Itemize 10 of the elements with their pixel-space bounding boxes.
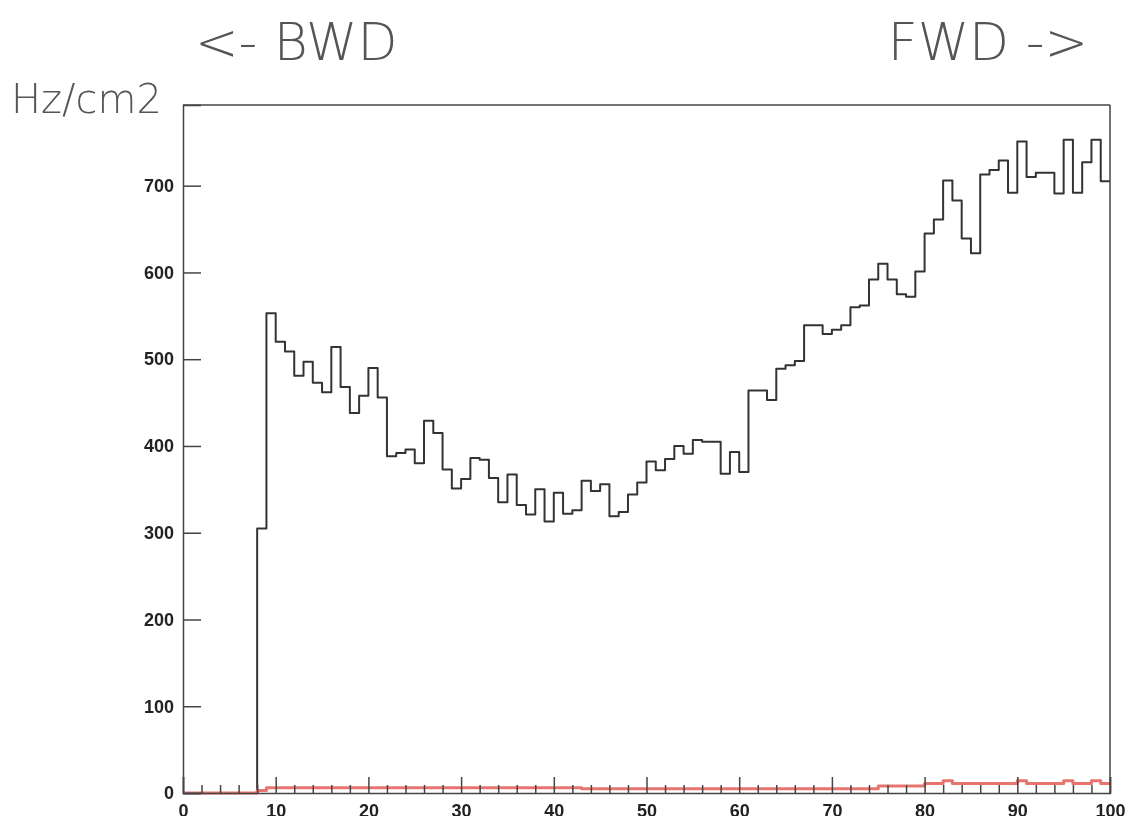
y-tick-label: 700: [143, 175, 174, 196]
y-axis-title: Hz/cm2: [11, 76, 162, 122]
text: <- BWD: [195, 12, 398, 72]
y-tick-label: 100: [143, 696, 174, 717]
y-tick-label: 200: [143, 609, 174, 630]
y-tick-label: 600: [143, 262, 174, 283]
text: FWD ->: [887, 12, 1088, 72]
y-tick-label: 500: [143, 349, 174, 370]
y-tick-label: 400: [143, 436, 174, 457]
y-tick-label: 300: [143, 522, 174, 543]
